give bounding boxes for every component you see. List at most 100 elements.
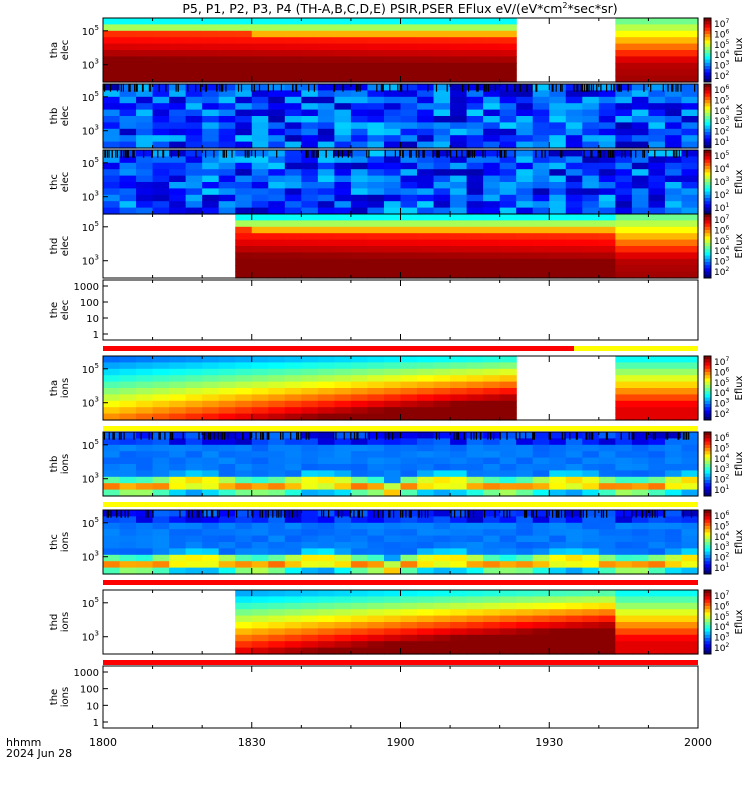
spectrogram-cell [483,239,501,247]
spectrogram-cell [631,362,650,370]
spectrogram-cell [433,220,451,228]
spectrogram-cell [136,368,154,376]
spectrogram-cell [417,628,435,636]
spectrogram-cell [152,18,170,25]
spectrogram-cell [681,182,699,189]
spectrogram-cell [499,535,517,543]
spectrogram-cell [235,628,253,636]
colorbar-tick-label: 104 [714,163,729,175]
spectrogram-cell [532,542,550,549]
spectrogram-cell [400,628,418,636]
spectrogram-cell [284,116,302,123]
spectrogram-cell [598,90,616,98]
spectrogram-cell [185,90,203,98]
spectrogram-cell [103,464,121,471]
fill-marker [200,84,202,92]
spectrogram-cell [251,489,269,497]
fill-marker [685,432,687,440]
spectrogram-cell [499,90,517,98]
fill-marker [525,510,527,518]
spectrogram-cell [483,128,501,136]
colorbar-segment [704,198,711,202]
spectrogram-cell [433,109,451,117]
spectrogram-cell [565,615,583,623]
spectrogram-cell [334,413,352,421]
spectrogram-cell [136,548,154,556]
spectrogram-cell [334,510,352,517]
spectrogram-cell [136,103,154,111]
colorbar-tick-label: 107 [714,590,729,602]
spectrogram-cell [367,175,385,183]
spectrogram-cell [136,24,154,32]
spectrogram-cell [400,162,418,170]
spectrogram-cell [268,567,286,575]
spectrogram-cell [648,522,666,530]
spectrogram-cell [400,182,418,189]
spectrogram-cell [367,457,385,465]
spectrogram-cell [417,30,435,38]
xaxis-label-line2: 2024 Jun 28 [6,747,72,760]
spectrogram-cell [400,175,418,183]
spectrogram-cell [383,451,402,459]
spectrogram-cell [235,226,253,234]
fill-marker [253,84,255,92]
colorbar-tick-label: 106 [714,84,729,96]
colorbar-segment [704,625,711,629]
spectrogram-cell [251,470,269,478]
spectrogram-cell [251,43,269,51]
spectrogram-cell [251,596,269,604]
spectrogram-cell [317,233,335,241]
spectrogram-cell [169,457,187,465]
spectrogram-cell [450,188,468,196]
spectrogram-cell [466,362,484,370]
spectrogram-cell [483,596,501,604]
fill-marker [476,84,478,92]
spectrogram-cell [202,368,220,376]
spectrogram-cell [301,464,319,471]
spectrogram-cell [400,90,418,98]
spectrogram-cell [136,535,154,543]
colorbar-segment [704,144,711,149]
spectrogram-cell [284,400,302,408]
spectrogram-cell [103,156,121,164]
spectrogram-cell [664,590,683,597]
spectrogram-cell [532,201,550,209]
spectrogram-cell [185,381,203,389]
spectrogram-cell [103,554,121,562]
spectrogram-cell [417,239,435,247]
spectrogram-cell [383,400,402,408]
spectrogram-cell [301,182,319,189]
spectrogram-cell [301,596,319,604]
spectrogram-cell [681,169,699,177]
spectrogram-cell [103,388,121,395]
spectrogram-cell [417,602,435,610]
spectrogram-cell [334,37,352,45]
spectrogram-cell [648,43,666,51]
spectrogram-cell [631,50,650,57]
spectrogram-cell [433,103,451,111]
fill-marker [373,510,375,518]
spectrogram-cell [367,122,385,130]
fill-marker [288,510,290,518]
spectrogram-cell [317,647,335,655]
fill-marker [576,432,578,440]
spectrogram-cell [284,109,302,117]
spectrogram-cell [301,271,319,279]
spectrogram-cell [103,90,121,98]
colorbar-tick-label: 104 [714,387,729,399]
spectrogram-cell [169,43,187,51]
spectrogram-cell [499,128,517,136]
spectrogram-cell [631,634,650,642]
fill-marker [546,510,548,518]
colorbar-segment [704,40,711,45]
spectrogram-cell [483,602,501,610]
colorbar-segment [704,470,711,475]
spectrogram-cell [400,432,418,439]
spectrogram-cell [235,641,253,649]
spectrogram-cell [367,388,385,395]
spectrogram-cell [631,483,650,491]
spectrogram-cell [235,470,253,478]
spectrogram-cell [383,220,402,228]
spectrogram-cell [417,169,435,177]
spectrogram-cell [334,444,352,452]
